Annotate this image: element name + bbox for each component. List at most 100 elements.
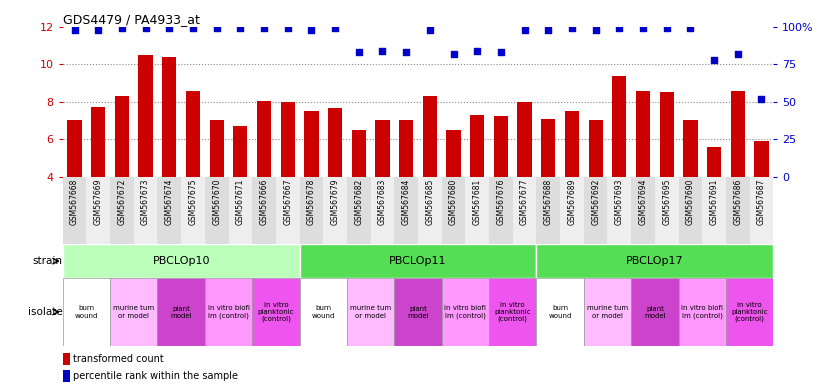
Point: [68, 27, 81, 33]
Bar: [395, 177, 418, 244]
Bar: [612, 76, 626, 177]
Bar: [228, 177, 252, 244]
Point: [565, 25, 579, 31]
Text: plant
model: plant model: [644, 306, 665, 318]
Bar: [186, 91, 200, 177]
Bar: [489, 177, 512, 244]
Bar: [707, 147, 721, 177]
Text: PBCLOp17: PBCLOp17: [626, 256, 684, 266]
Bar: [157, 177, 181, 244]
Text: GSM567687: GSM567687: [757, 179, 766, 225]
Bar: [726, 278, 773, 346]
Bar: [512, 177, 537, 244]
Bar: [181, 177, 205, 244]
Bar: [608, 177, 631, 244]
Text: GSM567678: GSM567678: [307, 179, 316, 225]
Bar: [276, 177, 299, 244]
Text: GSM567666: GSM567666: [259, 179, 268, 225]
Text: PBCLOp10: PBCLOp10: [152, 256, 210, 266]
Text: in vitro
planktonic
(control): in vitro planktonic (control): [257, 302, 294, 322]
Text: GSM567668: GSM567668: [70, 179, 79, 225]
Text: GSM567680: GSM567680: [449, 179, 458, 225]
Text: transformed count: transformed count: [74, 354, 164, 364]
Text: GDS4479 / PA4933_at: GDS4479 / PA4933_at: [63, 13, 200, 26]
Point: [446, 51, 460, 57]
Text: GSM567676: GSM567676: [497, 179, 506, 225]
Bar: [110, 278, 157, 346]
Bar: [63, 244, 299, 278]
Point: [517, 27, 531, 33]
Bar: [466, 177, 489, 244]
Point: [304, 27, 318, 33]
Bar: [441, 177, 466, 244]
Point: [471, 48, 484, 54]
Text: murine tum
or model: murine tum or model: [587, 306, 628, 318]
Bar: [541, 119, 555, 177]
Bar: [328, 108, 342, 177]
Bar: [257, 101, 271, 177]
Bar: [636, 91, 650, 177]
Bar: [750, 177, 773, 244]
Bar: [731, 91, 745, 177]
Bar: [86, 177, 110, 244]
Text: GSM567693: GSM567693: [614, 179, 624, 225]
Text: GSM567675: GSM567675: [188, 179, 197, 225]
Bar: [537, 177, 560, 244]
Bar: [205, 177, 228, 244]
Bar: [157, 278, 205, 346]
Text: GSM567694: GSM567694: [639, 179, 648, 225]
Text: GSM567689: GSM567689: [568, 179, 577, 225]
Bar: [441, 278, 489, 346]
Text: GSM567673: GSM567673: [141, 179, 150, 225]
Bar: [423, 96, 437, 177]
Text: GSM567672: GSM567672: [117, 179, 126, 225]
Text: GSM567686: GSM567686: [733, 179, 742, 225]
Bar: [299, 177, 324, 244]
Bar: [299, 278, 347, 346]
Text: strain: strain: [33, 256, 63, 266]
Bar: [110, 177, 134, 244]
Point: [115, 25, 129, 31]
Bar: [631, 278, 679, 346]
Bar: [631, 177, 655, 244]
Text: burn
wound: burn wound: [312, 306, 335, 318]
Text: plant
model: plant model: [407, 306, 429, 318]
Bar: [68, 121, 82, 177]
Bar: [63, 353, 69, 365]
Text: in vitro biofi
lm (control): in vitro biofi lm (control): [681, 305, 723, 319]
Bar: [139, 55, 153, 177]
Bar: [63, 177, 86, 244]
Bar: [299, 244, 537, 278]
Bar: [162, 57, 176, 177]
Point: [210, 25, 223, 31]
Bar: [399, 121, 413, 177]
Bar: [205, 278, 252, 346]
Point: [281, 25, 294, 31]
Bar: [537, 278, 584, 346]
Text: GSM567677: GSM567677: [520, 179, 529, 225]
Bar: [347, 278, 395, 346]
Bar: [683, 121, 697, 177]
Bar: [63, 278, 110, 346]
Text: GSM567692: GSM567692: [591, 179, 600, 225]
Bar: [115, 96, 129, 177]
Text: GSM567691: GSM567691: [710, 179, 719, 225]
Point: [186, 25, 200, 31]
Bar: [63, 370, 69, 382]
Point: [352, 49, 365, 55]
Bar: [347, 177, 370, 244]
Text: isolate: isolate: [28, 307, 63, 317]
Bar: [660, 93, 674, 177]
Text: plant
model: plant model: [171, 306, 192, 318]
Point: [91, 27, 104, 33]
Text: GSM567695: GSM567695: [662, 179, 671, 225]
Point: [162, 25, 176, 31]
Bar: [375, 121, 390, 177]
Point: [139, 25, 152, 31]
Text: murine tum
or model: murine tum or model: [350, 306, 391, 318]
Bar: [352, 130, 366, 177]
Text: GSM567667: GSM567667: [283, 179, 293, 225]
Point: [707, 57, 721, 63]
Text: GSM567682: GSM567682: [354, 179, 364, 225]
Point: [257, 25, 271, 31]
